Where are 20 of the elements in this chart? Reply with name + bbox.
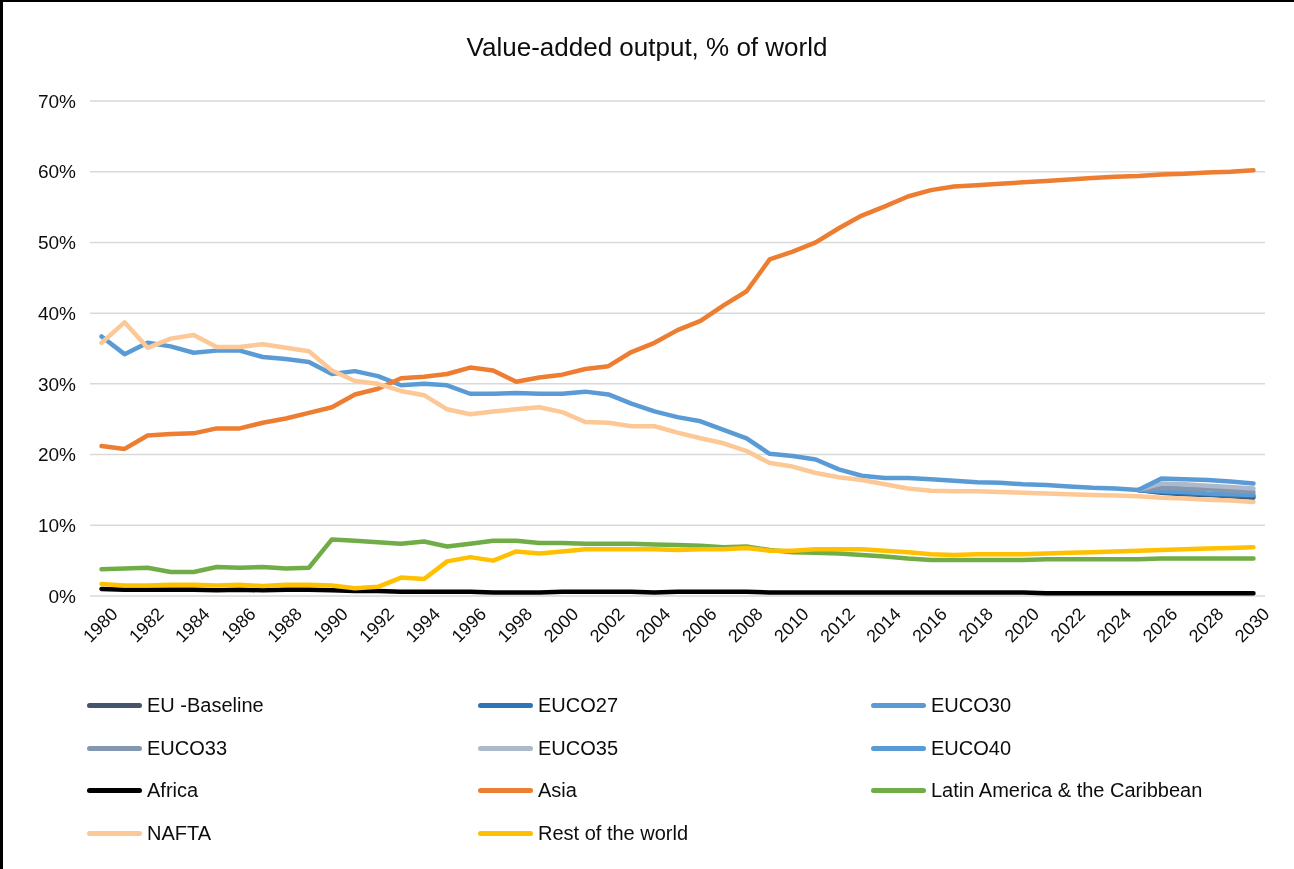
legend-label: EU -Baseline — [147, 693, 264, 717]
legend-label: EUCO27 — [538, 693, 619, 717]
legend-label: Asia — [538, 779, 577, 803]
y-tick-label: 0% — [48, 585, 77, 607]
legend-label: NAFTA — [147, 821, 212, 845]
y-tick-label: 60% — [37, 161, 77, 183]
y-tick-label: 10% — [37, 515, 77, 537]
y-tick-label: 20% — [37, 444, 77, 466]
legend-label: EUCO40 — [931, 736, 1012, 760]
legend-label: Latin America & the Caribbean — [931, 779, 1203, 803]
legend-label: Africa — [147, 779, 199, 803]
legend-label: EUCO33 — [147, 736, 228, 760]
legend-label: EUCO35 — [538, 736, 619, 760]
y-tick-label: 40% — [37, 302, 77, 324]
chart-title: Value-added output, % of world — [465, 31, 829, 63]
legend-label: EUCO30 — [931, 693, 1012, 717]
y-tick-label: 30% — [37, 373, 77, 395]
y-tick-label: 50% — [37, 232, 77, 254]
legend-label: Rest of the world — [538, 821, 689, 845]
y-tick-label: 70% — [37, 90, 77, 112]
